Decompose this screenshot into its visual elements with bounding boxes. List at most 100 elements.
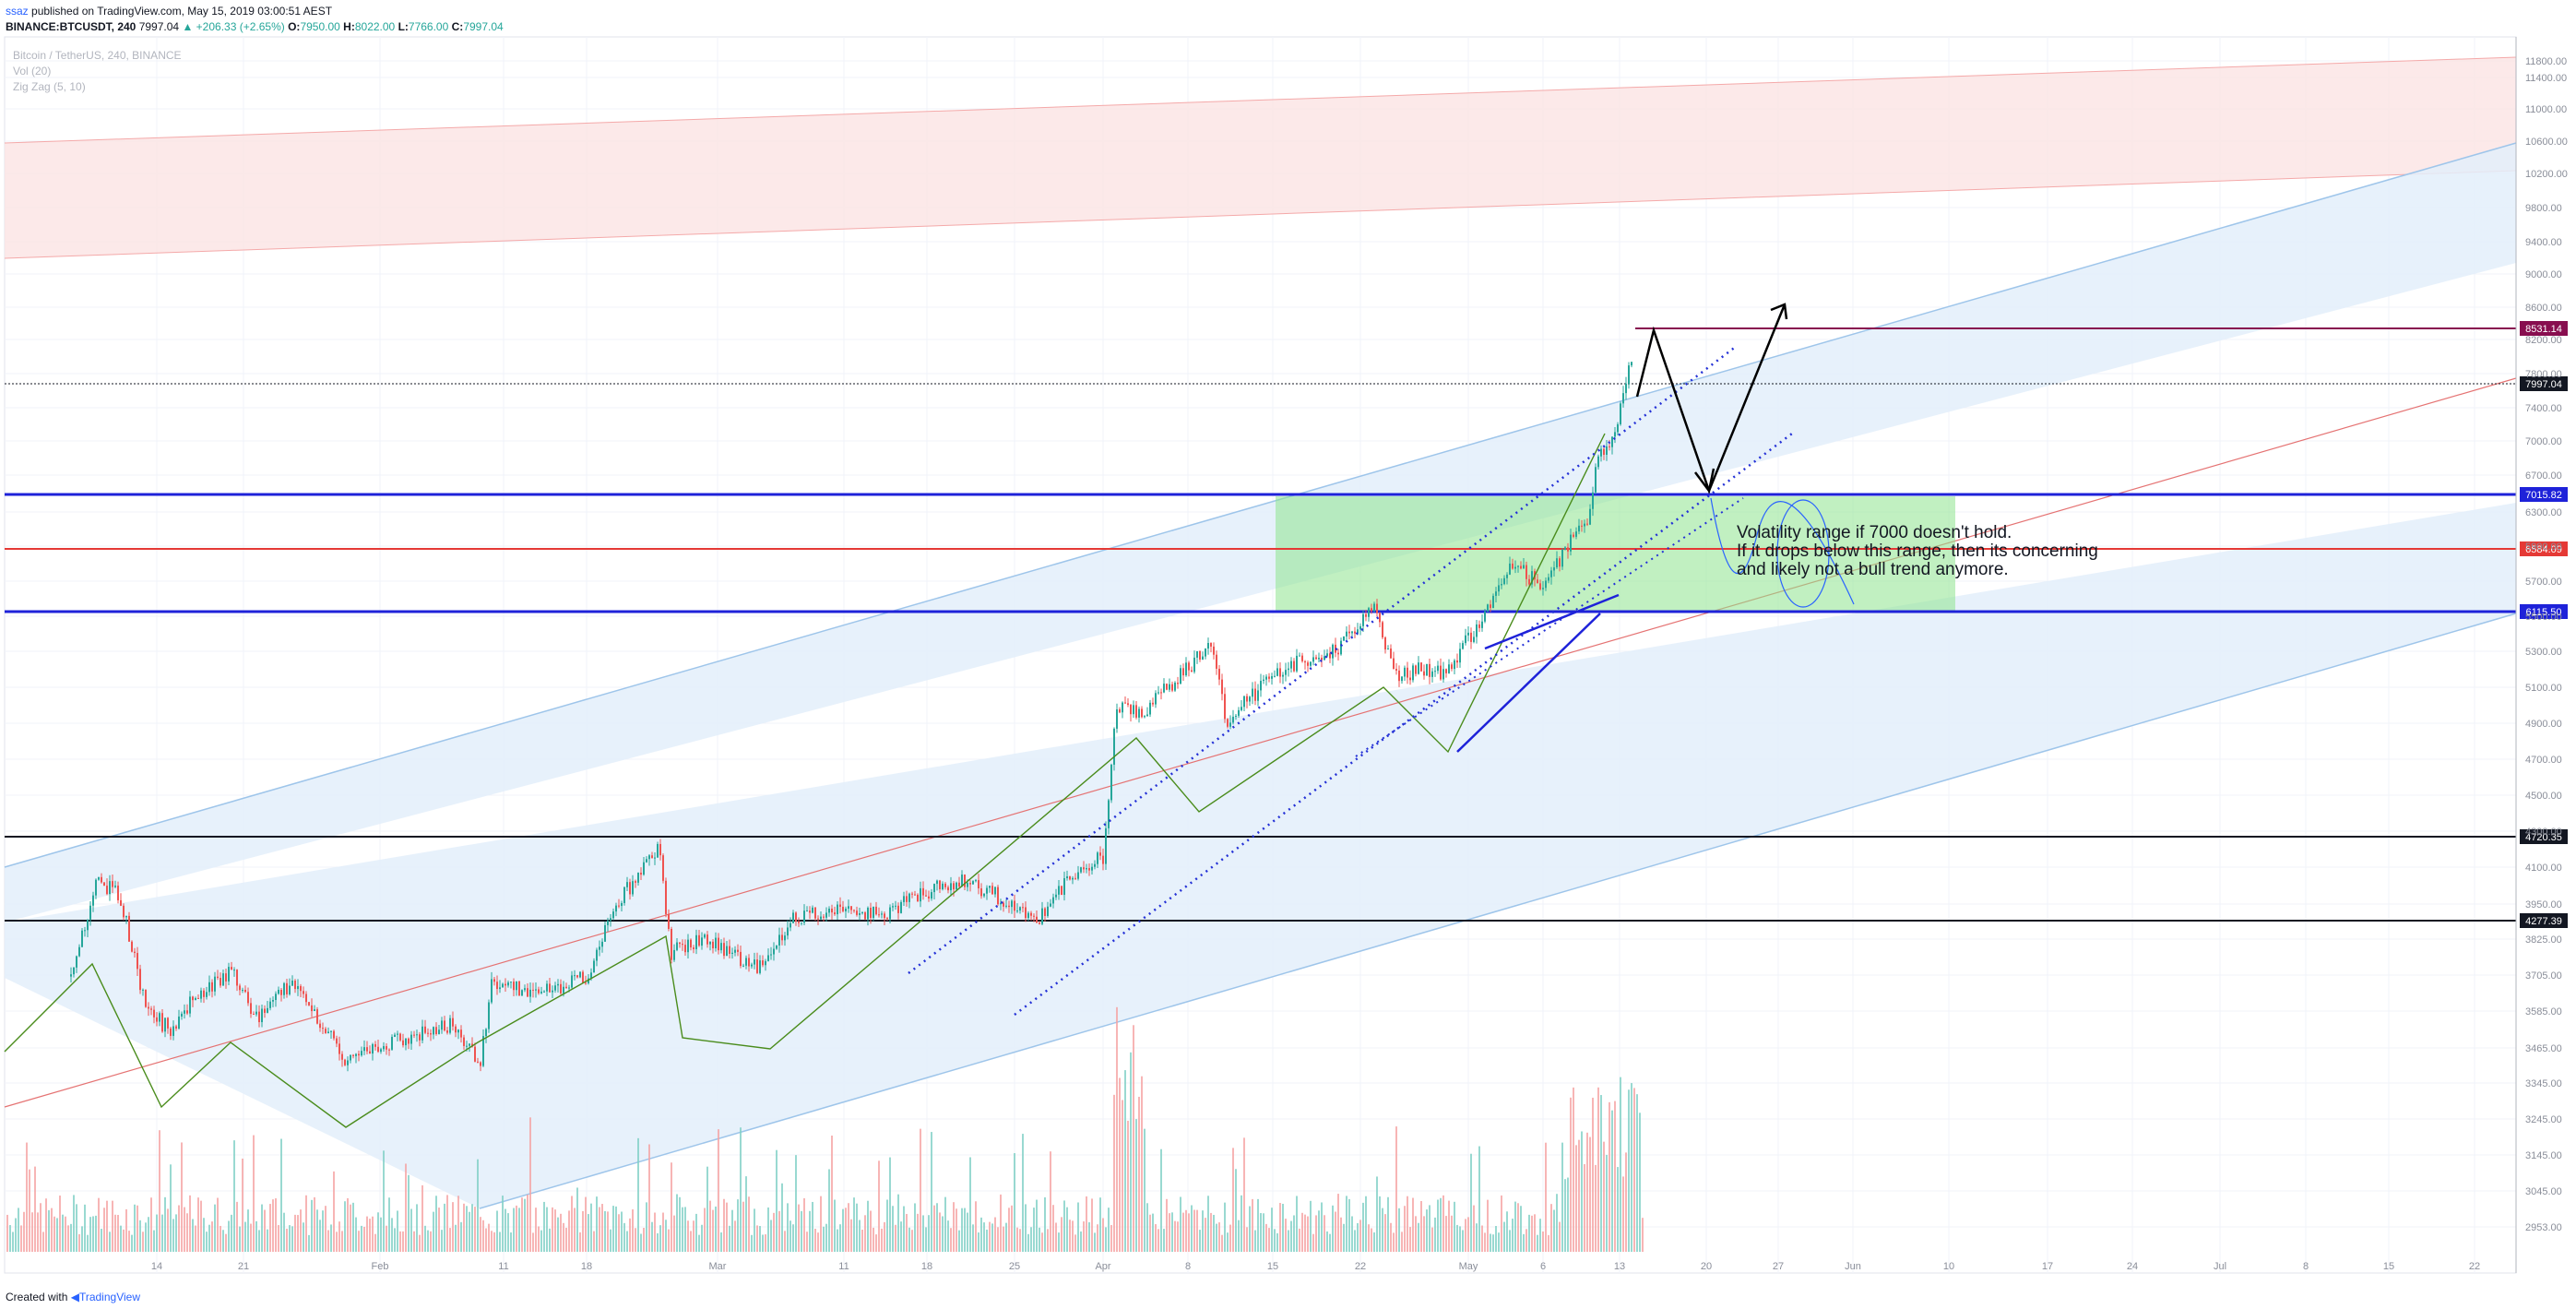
volume-bar: [972, 1224, 974, 1252]
candle-body: [1512, 563, 1514, 569]
volume-bar: [67, 1225, 69, 1252]
candle-body: [729, 946, 730, 954]
candle-body: [81, 930, 83, 947]
indicator-volume[interactable]: Vol (20): [13, 65, 52, 77]
volume-bar: [778, 1210, 780, 1252]
candle-body: [1440, 665, 1442, 680]
volume-bar: [150, 1197, 152, 1252]
candle-body: [178, 1016, 180, 1029]
volume-bar: [1326, 1231, 1328, 1252]
volume-bar: [886, 1199, 888, 1252]
candle-body: [942, 883, 944, 890]
candle-body: [1224, 694, 1226, 720]
volume-bar: [106, 1200, 108, 1252]
volume-bar: [159, 1130, 160, 1252]
close-label: C:: [451, 20, 464, 33]
candle-body: [922, 887, 924, 896]
x-tick-label: 27: [1773, 1261, 1784, 1272]
candle-body: [1074, 877, 1076, 879]
candle-body: [549, 983, 551, 993]
level-price-tag: [2520, 487, 2568, 502]
volume-bar: [1354, 1230, 1356, 1252]
author-name[interactable]: ssaz: [6, 5, 29, 18]
candle-body: [1152, 702, 1154, 705]
candle-body: [972, 881, 974, 885]
volume-bar: [206, 1232, 208, 1252]
candle-body: [906, 896, 908, 902]
volume-bar: [1371, 1228, 1372, 1252]
volume-bar: [78, 1233, 80, 1252]
volume-bar: [814, 1229, 816, 1252]
indicator-series[interactable]: Bitcoin / TetherUS, 240, BINANCE: [13, 49, 182, 62]
up-arrow-icon: ▲: [182, 20, 194, 33]
y-tick-label: 5500.00: [2525, 612, 2562, 623]
candle-body: [1144, 716, 1146, 718]
volume-bar: [316, 1209, 318, 1252]
volume-bar: [864, 1215, 866, 1252]
volume-bar: [410, 1208, 412, 1252]
candle-body: [319, 1023, 321, 1029]
volume-bar: [170, 1164, 172, 1252]
candle-body: [1467, 632, 1469, 636]
volume-bar: [1537, 1234, 1538, 1252]
candle-body: [410, 1034, 412, 1044]
candle-body: [801, 922, 802, 924]
volume-bar: [524, 1198, 526, 1252]
candle-body: [1423, 671, 1425, 676]
candle-body: [1003, 902, 1004, 907]
volume-bar: [76, 1204, 77, 1252]
candle-body: [585, 982, 587, 984]
volume-bar: [615, 1206, 617, 1252]
candle-body: [255, 1011, 257, 1015]
candle-body: [1539, 583, 1541, 589]
volume-bar: [684, 1207, 686, 1252]
y-tick-label: 10600.00: [2525, 137, 2568, 148]
volume-bar: [637, 1137, 639, 1252]
symbol-name[interactable]: BINANCE:BTCUSDT, 240: [6, 20, 137, 33]
candle-body: [427, 1032, 429, 1034]
x-tick-label: 18: [581, 1261, 592, 1272]
volume-bar: [1539, 1219, 1541, 1252]
volume-bar: [969, 1157, 971, 1252]
volume-bar: [89, 1217, 91, 1252]
volume-bar: [1224, 1202, 1226, 1252]
volume-bar: [601, 1204, 603, 1252]
low-label: L:: [398, 20, 409, 33]
tradingview-link[interactable]: TradingView: [78, 1291, 140, 1303]
candle-body: [303, 991, 304, 994]
indicator-zigzag[interactable]: Zig Zag (5, 10): [13, 80, 86, 93]
candle-body: [1354, 631, 1356, 634]
volume-bar: [781, 1183, 783, 1252]
candle-body: [338, 1043, 340, 1054]
candle-body: [1412, 665, 1414, 681]
volume-bar: [1346, 1196, 1347, 1252]
level-price-tag: [2520, 321, 2568, 336]
volume-bar: [1609, 1101, 1610, 1252]
x-tick-label: 22: [2469, 1261, 2480, 1272]
volume-bar: [646, 1202, 647, 1252]
candle-body: [1523, 565, 1525, 569]
candle-body: [455, 1026, 457, 1033]
x-tick-label: 14: [151, 1261, 162, 1272]
candle-body: [477, 1061, 479, 1063]
candle-body: [1404, 667, 1406, 677]
candle-body: [1033, 915, 1035, 917]
candle-body: [621, 902, 623, 907]
candle-body: [482, 1036, 484, 1066]
candle-body: [460, 1029, 462, 1038]
volume-bar: [1207, 1196, 1209, 1252]
volume-bar: [1578, 1139, 1580, 1252]
volume-bar: [574, 1208, 576, 1252]
candle-body: [1448, 664, 1450, 673]
volume-bar: [734, 1220, 736, 1252]
volume-bar: [925, 1227, 927, 1252]
y-tick-label: 5700.00: [2525, 577, 2562, 588]
volume-bar: [1263, 1213, 1264, 1252]
volume-bar: [156, 1214, 158, 1252]
volume-bar: [1442, 1195, 1444, 1252]
volume-bar: [1000, 1194, 1002, 1252]
candle-body: [958, 882, 960, 887]
volume-bar: [991, 1223, 993, 1252]
candle-body: [1454, 660, 1455, 670]
